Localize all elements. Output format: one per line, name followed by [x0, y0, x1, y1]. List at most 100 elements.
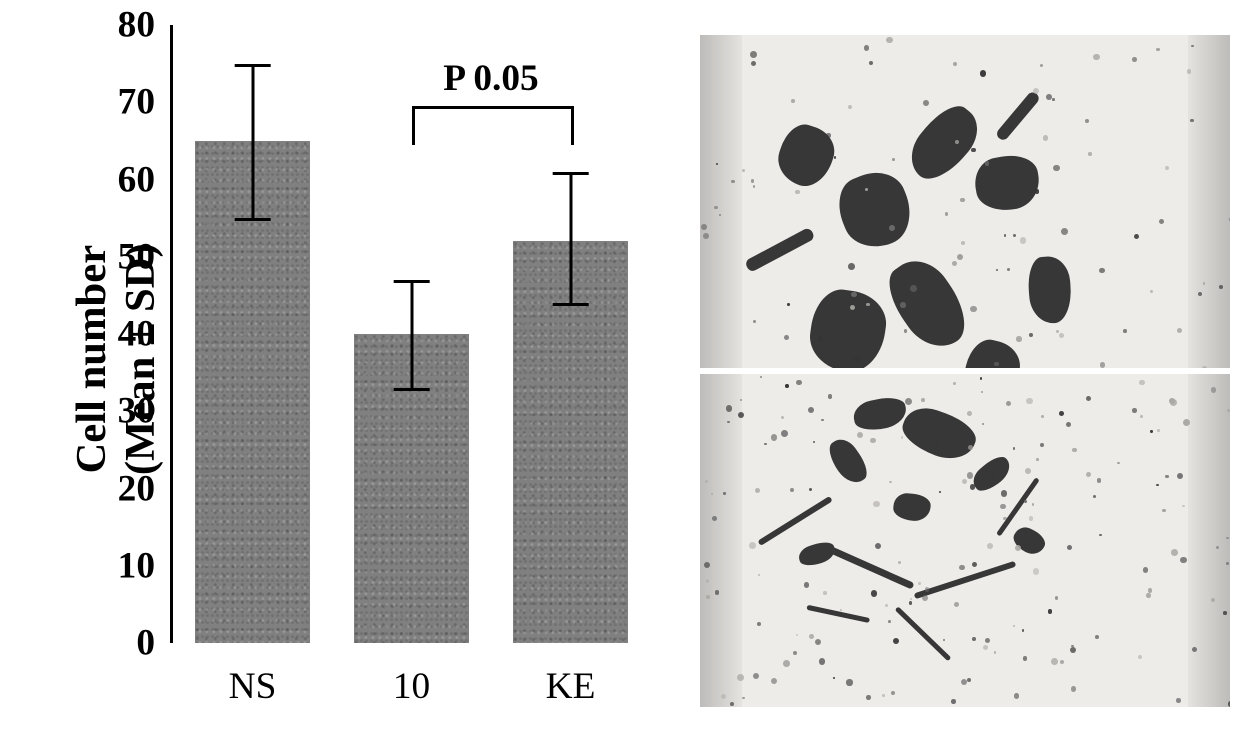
speck: [1138, 655, 1142, 659]
speck: [905, 398, 912, 405]
speck: [1071, 686, 1077, 692]
speck: [1139, 380, 1144, 385]
speck: [757, 622, 761, 626]
speck: [851, 292, 857, 298]
speck: [972, 562, 977, 567]
speck: [1228, 701, 1230, 706]
cell-cluster: [796, 539, 837, 569]
speck: [871, 590, 878, 597]
speck: [1182, 505, 1184, 507]
speck: [1093, 495, 1096, 498]
y-tick-label: 30: [118, 390, 155, 433]
speck: [1150, 430, 1152, 432]
cell-cluster: [806, 286, 891, 368]
speck: [719, 214, 721, 216]
speck: [953, 62, 957, 66]
speck: [1036, 458, 1039, 461]
speck: [738, 412, 744, 418]
speck: [968, 445, 973, 450]
speck: [918, 582, 921, 585]
speck: [967, 472, 973, 478]
speck: [1046, 94, 1052, 100]
y-tick-label: 70: [118, 81, 155, 124]
speck: [875, 543, 881, 549]
speck: [1013, 447, 1015, 449]
speck: [1165, 475, 1169, 479]
speck: [706, 595, 710, 599]
speck: [795, 190, 799, 194]
speck: [1177, 473, 1183, 479]
speck: [971, 148, 976, 153]
speck: [1227, 409, 1230, 412]
speck: [904, 329, 908, 333]
speck: [994, 362, 999, 367]
cell-cluster: [824, 433, 873, 487]
speck: [864, 45, 870, 51]
speck: [784, 335, 789, 340]
speck: [753, 673, 759, 679]
speck: [866, 695, 871, 700]
speck: [961, 679, 967, 685]
speck: [909, 601, 912, 604]
speck: [1048, 609, 1053, 614]
speck: [1159, 219, 1164, 224]
cell-cluster: [971, 151, 1043, 215]
speck: [1035, 189, 1039, 193]
y-axis-title-line1: Cell number: [68, 245, 115, 474]
speck: [1176, 698, 1180, 702]
plot-area: 01020304050607080NS10KEP 0.05: [170, 25, 650, 643]
figure: Cell number (Mean ± SD) 0102030405060708…: [0, 0, 1240, 738]
speck: [1067, 545, 1072, 550]
speck: [1014, 693, 1019, 698]
speck: [804, 582, 810, 588]
micrograph-stack: [700, 35, 1230, 707]
cell-cluster: [968, 451, 1015, 496]
speck: [1085, 119, 1089, 123]
y-tick-label: 20: [118, 467, 155, 510]
speck: [1229, 218, 1230, 221]
speck: [983, 645, 988, 650]
speck: [760, 376, 762, 378]
speck: [826, 133, 830, 137]
speck: [1013, 625, 1015, 627]
speck: [922, 595, 928, 601]
speck: [790, 488, 794, 492]
speck: [1097, 478, 1102, 483]
speck: [828, 394, 832, 398]
cell-streak: [995, 89, 1042, 141]
cell-cluster: [1009, 523, 1048, 558]
speck: [1177, 328, 1183, 334]
cell-cluster: [1026, 255, 1074, 326]
speck: [891, 691, 895, 695]
speck: [1011, 362, 1017, 368]
speck: [1016, 336, 1021, 341]
speck: [981, 391, 983, 393]
speck: [1150, 290, 1153, 293]
speck: [980, 70, 987, 77]
speck: [910, 598, 912, 600]
speck: [1040, 443, 1044, 447]
speck: [1095, 635, 1099, 639]
speck: [923, 409, 927, 413]
speck: [787, 303, 790, 306]
speck: [886, 37, 892, 43]
speck: [889, 481, 891, 483]
speck: [819, 658, 825, 664]
speck: [1040, 64, 1043, 67]
speck: [967, 122, 972, 127]
cell-cluster: [851, 394, 909, 434]
speck: [853, 356, 859, 362]
speck: [1006, 401, 1011, 406]
cell-cluster: [892, 492, 931, 522]
speck: [1059, 411, 1064, 416]
speck: [985, 638, 990, 643]
speck: [1156, 484, 1159, 487]
speck: [750, 51, 757, 58]
speck: [893, 638, 899, 644]
speck: [962, 479, 967, 484]
speck: [815, 639, 821, 645]
speck: [954, 602, 959, 607]
cell-cluster: [771, 119, 840, 193]
speck: [753, 185, 756, 188]
speck: [1211, 387, 1217, 393]
